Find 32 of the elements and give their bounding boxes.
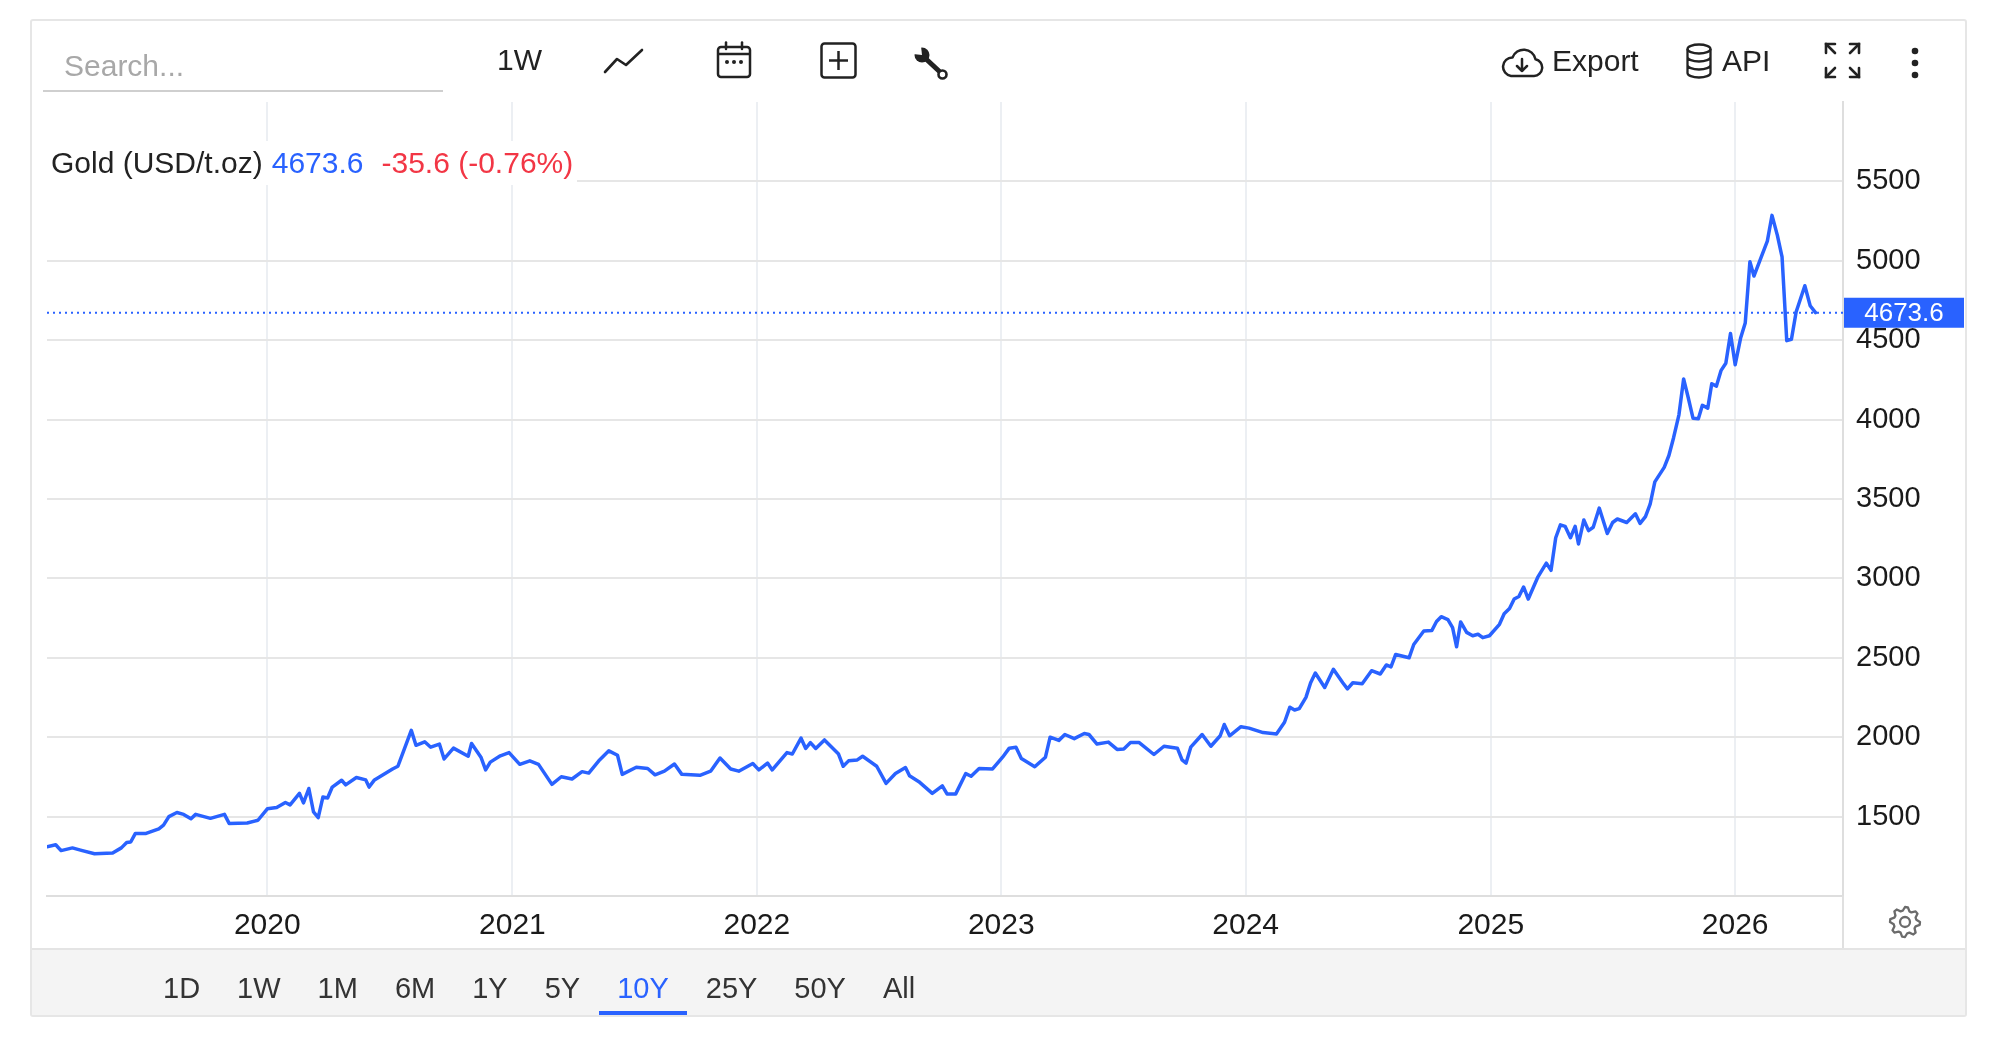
text: 10Y: [617, 972, 669, 1004]
y-tick-label: 1500: [1856, 798, 1921, 831]
y-tick-label: 2500: [1856, 639, 1921, 672]
annotation: 4673.6: [271, 146, 364, 179]
x-tick-label: 2021: [479, 907, 546, 941]
y-tick-label: 3000: [1856, 560, 1921, 593]
text: Export: [1552, 44, 1639, 77]
text: 1M: [317, 972, 358, 1004]
text: 1Y: [472, 972, 508, 1004]
search-field: Search...: [43, 40, 443, 92]
text: 1W: [237, 972, 281, 1004]
text: 1W: [497, 43, 542, 76]
y-tick-label: 3500: [1856, 481, 1921, 513]
x-tick-label: 2023: [967, 907, 1035, 941]
x-tick-label: 2022: [723, 907, 791, 941]
text: 1D: [163, 972, 201, 1004]
y-tick-label: 2000: [1856, 719, 1921, 752]
x-tick-label: 2020: [233, 907, 301, 941]
text: 6M: [394, 972, 436, 1004]
y-tick-label: 5500: [1856, 163, 1921, 196]
x-tick-label: 2024: [1212, 907, 1280, 941]
annotation: -35.6 (-0.76%): [381, 146, 574, 179]
text: 5Y: [544, 972, 581, 1004]
text: Gold (USD/t.oz): [51, 146, 263, 179]
y-tick-label: 5000: [1856, 242, 1921, 275]
x-tick-label: 2025: [1457, 907, 1525, 941]
y-tick-label: 4000: [1856, 401, 1921, 434]
x-tick-label: 2026: [1701, 907, 1769, 941]
text: All: [882, 972, 916, 1004]
text: 25Y: [705, 972, 758, 1004]
text: API: [1722, 44, 1771, 77]
text: 50Y: [794, 972, 846, 1004]
